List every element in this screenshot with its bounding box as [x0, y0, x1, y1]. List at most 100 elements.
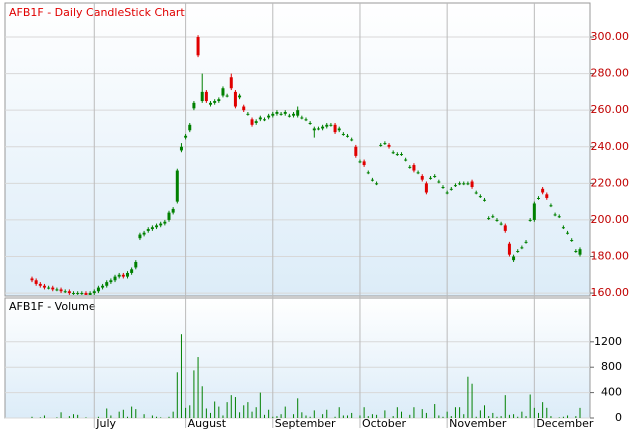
candle-body [179, 146, 183, 151]
candle-body [304, 119, 308, 121]
candle-body [362, 161, 366, 166]
candle-body [408, 166, 412, 168]
y-tick-label: 800 [601, 360, 622, 373]
candle-body [250, 119, 254, 125]
candle-body [354, 146, 358, 156]
candle-body [30, 278, 34, 281]
candle-body [229, 77, 233, 89]
candle-body [300, 117, 304, 119]
candle-body [55, 289, 59, 291]
y-tick-label: 220.00 [591, 176, 630, 189]
candle-body [146, 229, 150, 231]
candle-body [433, 176, 437, 178]
y-tick-label: 300.00 [591, 30, 630, 43]
price-panel [4, 2, 591, 297]
candle-body [175, 170, 179, 202]
candle-body [96, 287, 100, 292]
candle-body [337, 128, 341, 131]
y-tick-label: 260.00 [591, 103, 630, 116]
candle-body [84, 293, 88, 295]
candle-body [262, 119, 266, 121]
candle-body [487, 218, 491, 220]
candle-body [512, 256, 516, 261]
candle-body [404, 159, 408, 161]
candle-body [391, 152, 395, 154]
candle-body [159, 223, 163, 226]
candle-body [312, 128, 316, 131]
candle-body [453, 185, 457, 187]
candle-body [545, 194, 549, 198]
candle-body [34, 280, 38, 284]
candle-body [171, 208, 175, 213]
candle-body [287, 115, 291, 117]
candle-body [292, 113, 296, 116]
candle-body [561, 227, 565, 229]
candle-body [358, 161, 362, 163]
candle-body [341, 133, 345, 135]
candle-body [163, 221, 167, 224]
candle-body [458, 183, 462, 185]
candle-body [121, 274, 125, 277]
candle-body [437, 181, 441, 183]
candle-body [242, 106, 246, 111]
candle-body [63, 291, 67, 293]
candle-body [366, 172, 370, 174]
candle-body [478, 196, 482, 198]
y-tick-label: 0 [615, 411, 622, 424]
candle-body [420, 176, 424, 180]
x-tick-label: October [362, 417, 406, 430]
candle-body [167, 212, 171, 220]
candle-body [424, 183, 428, 193]
candle-body [532, 203, 536, 220]
candle-body [105, 282, 109, 286]
candle-body [449, 188, 453, 190]
candle-body [470, 181, 474, 187]
candle-body [275, 112, 279, 114]
candle-body [88, 293, 92, 295]
candle-body [379, 144, 383, 146]
candle-body [217, 99, 221, 102]
candle-body [258, 117, 262, 120]
candle-body [333, 124, 337, 133]
candle-body [549, 205, 553, 207]
candle-body [80, 293, 84, 295]
candle-body [271, 113, 275, 116]
candle-body [233, 91, 237, 107]
y-tick-label: 180.00 [591, 249, 630, 262]
candle-body [225, 95, 229, 97]
candle-body [346, 135, 350, 137]
candle-body [325, 124, 329, 127]
x-tick-label: August [188, 417, 227, 430]
candle-body [221, 88, 225, 96]
x-tick-label: September [275, 417, 336, 430]
y-tick-label: 160.00 [591, 286, 630, 299]
candle-body [412, 165, 416, 171]
candle-body [209, 102, 213, 105]
candle-body [499, 223, 503, 225]
candle-body [113, 276, 117, 281]
candle-body [213, 101, 217, 103]
candle-body [570, 240, 574, 242]
candle-body [308, 122, 312, 124]
candle-body [188, 124, 192, 131]
candle-body [142, 232, 146, 235]
candle-body [416, 172, 420, 174]
candle-body [155, 225, 159, 228]
candle-body [42, 285, 46, 288]
candle-body [200, 91, 204, 102]
candle-body [387, 144, 391, 147]
candle-body [516, 251, 520, 253]
candle-body [76, 293, 80, 295]
candle-body [125, 272, 129, 277]
y-tick-label: 1200 [594, 335, 622, 348]
candle-body [474, 192, 478, 194]
candle-body [495, 219, 499, 221]
y-tick-label: 280.00 [591, 67, 630, 80]
candle-body [296, 110, 300, 116]
candle-body [109, 280, 113, 283]
candle-body [283, 112, 287, 114]
candle-body [441, 186, 445, 188]
candle-body [51, 287, 55, 290]
chart-title: AFB1F - Daily CandleStick Chart [9, 6, 185, 19]
candle-body [445, 192, 449, 194]
